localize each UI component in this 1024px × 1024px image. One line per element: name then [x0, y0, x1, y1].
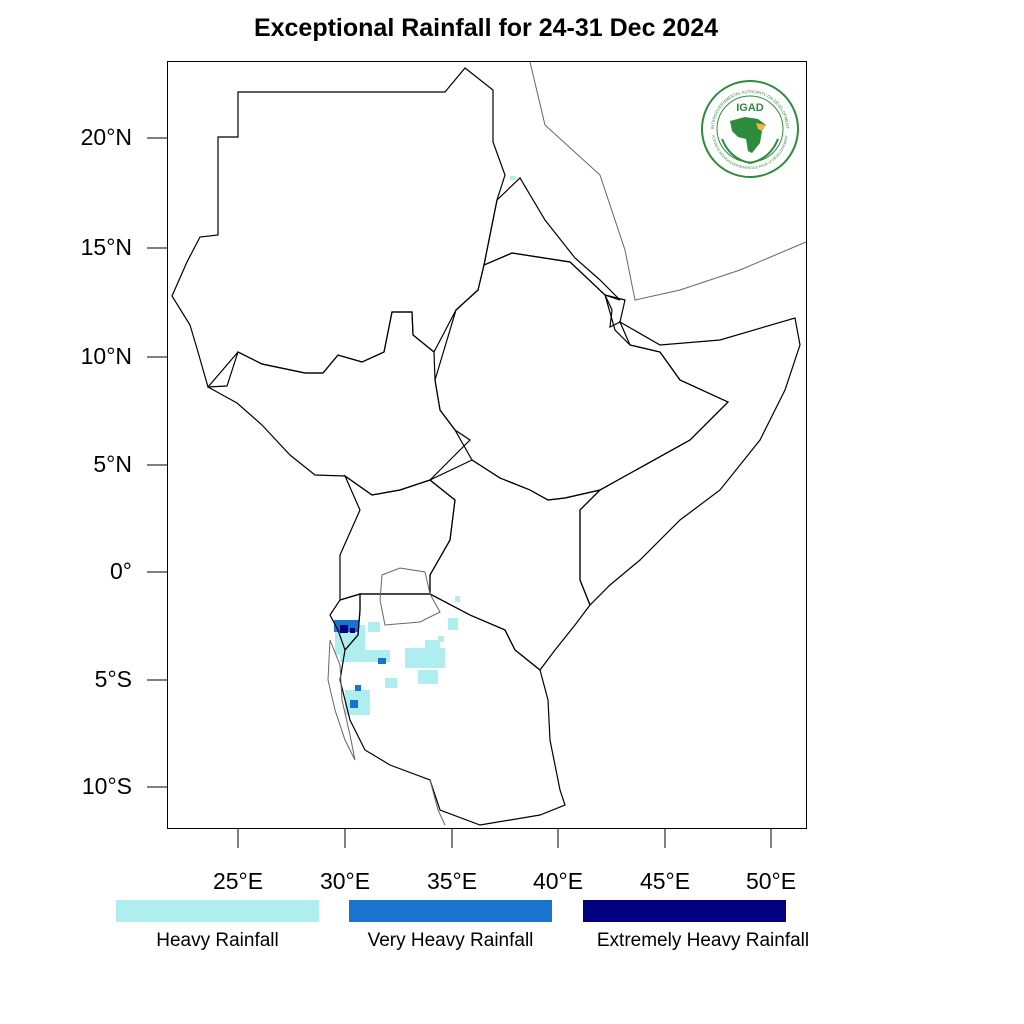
lake-tanganyika — [327, 639, 356, 761]
rainfall-layer — [334, 176, 516, 715]
lat-label-15n: 15°N — [80, 234, 132, 260]
lat-label-20n: 20°N — [80, 124, 132, 150]
uganda-border — [339, 474, 456, 601]
lat-label-0: 0° — [110, 558, 132, 584]
legend-label-heavy: Heavy Rainfall — [156, 930, 279, 951]
legend-swatch-extremely-heavy — [583, 900, 786, 922]
rain-cell — [418, 670, 438, 684]
rain-cell — [438, 636, 444, 642]
lon-label-40e: 40°E — [532, 868, 584, 894]
lon-label-45e: 45°E — [639, 868, 691, 894]
rain-cell — [385, 678, 397, 688]
map-frame — [167, 61, 807, 829]
igad-emblem-icon: INTERGOVERNMENTAL AUTHORITY ON DEVELOPME… — [701, 80, 799, 178]
rain-cell — [340, 625, 348, 633]
lake-victoria — [379, 567, 441, 626]
logo-text: IGAD — [736, 102, 764, 114]
legend-label-extremely-heavy: Extremely Heavy Rainfall — [596, 930, 810, 951]
country-borders — [171, 67, 801, 826]
rain-cell — [350, 628, 355, 633]
legend-swatch-heavy — [116, 900, 319, 922]
lon-label-30e: 30°E — [319, 868, 371, 894]
red-sea-coast — [529, 61, 807, 301]
lake-malawi — [429, 779, 446, 826]
lakes-coast — [327, 61, 807, 826]
map-title: Exceptional Rainfall for 24-31 Dec 2024 — [253, 14, 719, 42]
djibouti-border — [603, 294, 626, 329]
rain-cell — [425, 640, 440, 652]
eritrea-border — [483, 177, 621, 301]
rain-cell — [350, 700, 358, 708]
tanzania-border — [339, 593, 566, 826]
legend-swatch-very-heavy — [349, 900, 552, 922]
rain-cell — [368, 622, 380, 632]
rain-cell — [510, 176, 516, 180]
rain-cell — [355, 685, 361, 691]
rain-cell — [378, 658, 386, 664]
rain-cell — [448, 618, 458, 630]
rain-cell — [455, 596, 460, 602]
lat-label-5s: 5°S — [94, 666, 132, 692]
lon-label-50e: 50°E — [745, 868, 797, 894]
legend-label-very-heavy: Very Heavy Rainfall — [367, 930, 534, 951]
lat-label-5n: 5°N — [93, 451, 132, 477]
rain-cell — [405, 648, 445, 668]
lon-label-35e: 35°E — [426, 868, 478, 894]
lat-label-10n: 10°N — [80, 343, 132, 369]
lon-label-25e: 25°E — [212, 868, 264, 894]
lat-label-10s: 10°S — [81, 773, 132, 799]
somalia-border — [579, 317, 801, 607]
